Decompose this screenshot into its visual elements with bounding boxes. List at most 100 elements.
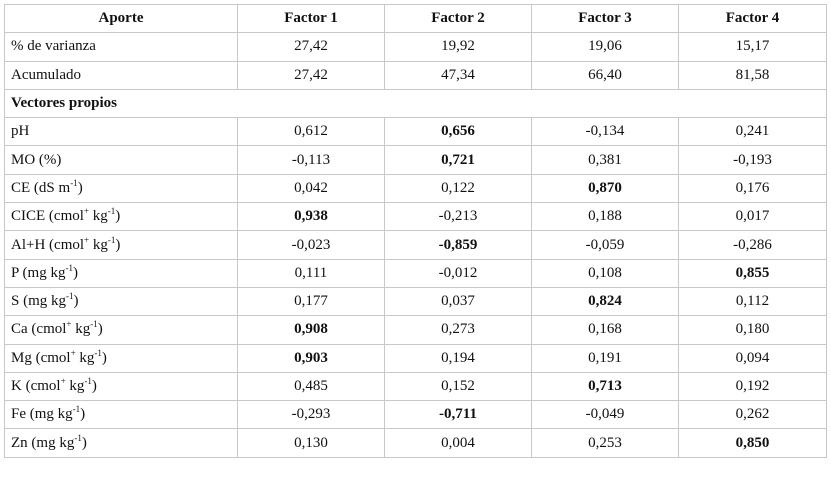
cell: 0,612 [237,117,385,147]
cell: 0,191 [531,343,679,373]
header-cell: Factor 2 [384,3,532,34]
cell: 0,004 [384,428,532,458]
header-cell: Factor 3 [531,3,679,34]
superscript: + [84,234,90,245]
label-text: pH [11,123,30,140]
row-label: Al+H (cmol+ kg-1) [4,230,238,260]
row-label: CE (dS m-1) [4,173,238,204]
cell: 0,870 [531,173,679,204]
cell: -0,293 [237,400,385,430]
row-label: Acumulado [4,60,238,90]
label-text: P (mg kg [11,264,66,281]
label-text: ) [91,378,97,394]
header-row: Aporte Factor 1 Factor 2 Factor 3 Factor 4 [4,3,827,34]
cell: -0,113 [237,145,385,175]
data-row: K (cmol+ kg-1) 0,485 0,152 0,713 0,192 [4,371,827,402]
cell: 0,037 [384,286,532,317]
superscript: + [83,206,89,217]
superscript: -1 [65,262,73,273]
page: Aporte Factor 1 Factor 2 Factor 3 Factor 4 %… [0,3,831,481]
header-cell: Aporte [4,3,238,34]
label-text: kg [75,349,95,366]
header-cell: Factor 1 [237,3,385,34]
label-text: Mg (cmol [11,349,71,366]
superscript: -1 [70,177,78,188]
label-text: Fe (mg kg [11,406,73,423]
data-row: pH 0,612 0,656 -0,134 0,241 [4,117,827,147]
cell: -0,023 [237,230,385,260]
section-row: Vectores propios [4,88,827,119]
row-label: S (mg kg-1) [4,286,238,317]
label-text: Zn (mg kg [11,434,75,451]
label-text: ) [80,406,86,423]
cell: 81,58 [678,60,827,90]
table-body: % de varianza 27,42 19,92 19,06 15,17 Acumula… [4,32,827,458]
cell: 0,903 [237,343,385,373]
label-text: ) [97,321,103,338]
data-row: S (mg kg-1) 0,177 0,037 0,824 0,112 [4,286,827,317]
label-text: kg [65,378,85,394]
label-text: ) [77,179,83,196]
cell: -0,012 [384,258,532,288]
data-row: Mg (cmol+ kg-1) 0,903 0,194 0,191 0,094 [4,343,827,373]
cell: 0,111 [237,258,385,288]
cell: -0,286 [678,230,827,260]
data-row: CE (dS m-1) 0,042 0,122 0,870 0,176 [4,173,827,204]
data-row: CICE (cmol+ kg-1) 0,938 -0,213 0,188 0,017 [4,202,827,232]
cell: 19,92 [384,32,532,62]
cell: 0,017 [678,202,827,232]
superscript: -1 [107,206,116,217]
row-label: Zn (mg kg-1) [4,428,238,458]
summary-row: Acumulado 27,42 47,34 66,40 81,58 [4,60,827,90]
cell: -0,049 [531,400,679,430]
cell: 0,485 [237,371,385,402]
data-row: P (mg kg-1) 0,111 -0,012 0,108 0,855 [4,258,827,288]
superscript: -1 [72,404,81,415]
cell: 0,938 [237,202,385,232]
cell: 27,42 [237,60,385,90]
cell: 0,192 [678,371,827,402]
superscript: -1 [107,234,116,245]
superscript: + [60,376,66,386]
superscript: -1 [94,347,102,358]
summary-row: % de varianza 27,42 19,92 19,06 15,17 [4,32,827,62]
superscript: -1 [66,291,74,302]
data-row: Ca (cmol+ kg-1) 0,908 0,273 0,168 0,180 [4,315,827,345]
cell: -0,193 [678,145,827,175]
label-text: K (cmol [11,378,61,394]
label-text: CICE (cmol [11,208,84,225]
cell: 0,168 [531,315,679,345]
row-label: P (mg kg-1) [4,258,238,288]
label-text: ) [115,236,121,253]
cell: 0,176 [678,173,827,204]
row-label: MO (%) [4,145,238,175]
cell: 0,656 [384,117,532,147]
header-cell: Factor 4 [678,3,827,34]
cell: 27,42 [237,32,385,62]
label-text: ) [81,434,87,451]
section-title: Vectores propios [4,88,827,119]
label-text: kg [88,208,108,225]
cell: 0,042 [237,173,385,204]
row-label: Fe (mg kg-1) [4,400,238,430]
cell: 0,241 [678,117,827,147]
cell: 0,721 [384,145,532,175]
cell: 47,34 [384,60,532,90]
cell: 66,40 [531,60,679,90]
row-label: CICE (cmol+ kg-1) [4,202,238,232]
data-row: Fe (mg kg-1) -0,293 -0,711 -0,049 0,262 [4,400,827,430]
label-text: S (mg kg [11,293,67,310]
cell: 0,381 [531,145,679,175]
superscript: -1 [84,376,92,386]
cell: -0,859 [384,230,532,260]
cell: 19,06 [531,32,679,62]
cell: 0,130 [237,428,385,458]
row-label: K (cmol+ kg-1) [4,371,238,402]
label-text: kg [71,321,91,338]
cell: 0,908 [237,315,385,345]
superscript: -1 [74,432,82,443]
cell: -0,059 [531,230,679,260]
row-label: Ca (cmol+ kg-1) [4,315,238,345]
label-text: ) [115,208,121,225]
cell: 15,17 [678,32,827,62]
